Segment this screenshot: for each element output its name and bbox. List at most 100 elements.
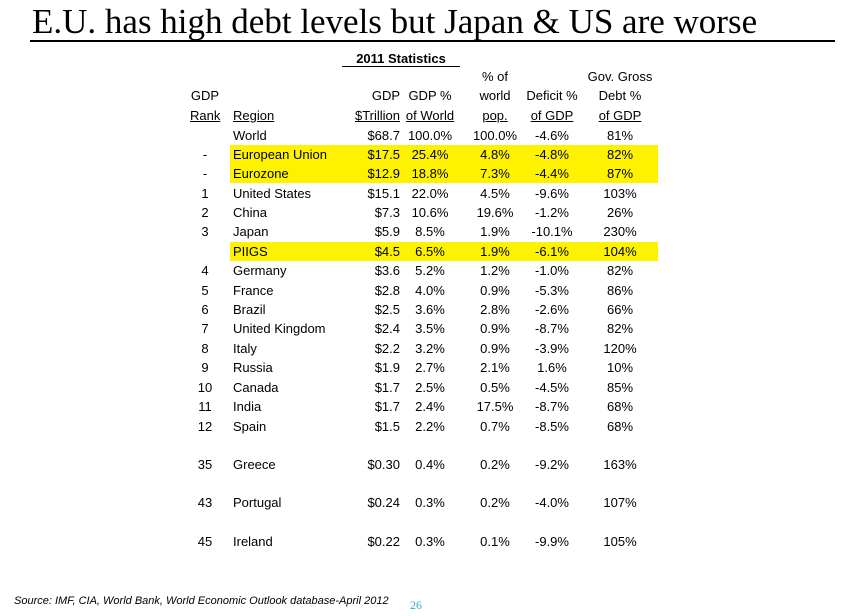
header-pct-world-1: GDP %	[408, 88, 452, 103]
cell-pct-world: 4.0%	[415, 283, 445, 298]
header-debt-3: of GDP	[598, 108, 642, 123]
cell-region: Canada	[233, 380, 279, 395]
cell-gdp: $1.7	[374, 380, 400, 395]
cell-debt: 82%	[606, 147, 634, 162]
cell-rank: 35	[197, 457, 213, 472]
slide-title: E.U. has high debt levels but Japan & US…	[32, 2, 758, 41]
cell-debt: 82%	[606, 263, 634, 278]
title-underline	[30, 40, 835, 42]
header-rank-2: Rank	[190, 108, 221, 123]
cell-rank: -	[202, 147, 208, 162]
cell-region: Germany	[233, 263, 287, 278]
cell-region: France	[233, 283, 274, 298]
cell-gdp: $2.2	[374, 341, 400, 356]
cell-gdp: $5.9	[374, 224, 400, 239]
cell-pop: 2.1%	[480, 360, 510, 375]
cell-deficit: -2.6%	[535, 302, 569, 317]
cell-region: Italy	[233, 341, 257, 356]
cell-pop: 0.2%	[480, 457, 510, 472]
cell-pct-world: 0.4%	[415, 457, 445, 472]
cell-region: Ireland	[233, 534, 273, 549]
cell-rank: 45	[197, 534, 213, 549]
cell-deficit: -4.8%	[535, 147, 569, 162]
cell-rank: 6	[201, 302, 209, 317]
cell-pct-world: 5.2%	[415, 263, 445, 278]
cell-pct-world: 6.5%	[415, 244, 445, 259]
header-gdp-1: GDP	[371, 88, 400, 103]
cell-gdp: $17.5	[367, 147, 400, 162]
cell-gdp: $12.9	[367, 166, 400, 181]
header-pop-3: pop.	[482, 108, 508, 123]
cell-region: Eurozone	[233, 166, 289, 181]
cell-pct-world: 0.3%	[415, 495, 445, 510]
cell-debt: 87%	[606, 166, 634, 181]
cell-pop: 7.3%	[480, 166, 510, 181]
cell-deficit: -9.9%	[535, 534, 569, 549]
cell-region: India	[233, 399, 262, 414]
header-pop-1: % of	[481, 69, 508, 84]
cell-rank: 8	[201, 341, 209, 356]
cell-deficit: -5.3%	[535, 283, 569, 298]
cell-rank: 3	[201, 224, 209, 239]
cell-pct-world: 22.0%	[411, 186, 449, 201]
cell-debt: 104%	[603, 244, 637, 259]
cell-rank: 5	[201, 283, 209, 298]
cell-debt: 85%	[606, 380, 634, 395]
cell-gdp: $3.6	[374, 263, 400, 278]
cell-debt: 107%	[603, 495, 637, 510]
cell-deficit: -3.9%	[535, 341, 569, 356]
cell-pct-world: 10.6%	[411, 205, 449, 220]
header-rank-1: GDP	[190, 88, 220, 103]
cell-rank: 4	[201, 263, 209, 278]
cell-rank: 12	[197, 419, 213, 434]
cell-deficit: -1.2%	[535, 205, 569, 220]
page-number: 26	[410, 598, 422, 612]
cell-debt: 105%	[603, 534, 637, 549]
cell-region: Japan	[233, 224, 269, 239]
stats-header: 2011 Statistics	[356, 51, 446, 66]
cell-debt: 86%	[606, 283, 634, 298]
cell-rank: -	[202, 166, 208, 181]
cell-pop: 17.5%	[476, 399, 514, 414]
stats-header-underline	[342, 66, 460, 67]
cell-deficit: -8.7%	[535, 399, 569, 414]
cell-gdp: $2.8	[374, 283, 400, 298]
cell-pct-world: 2.7%	[415, 360, 445, 375]
cell-deficit: -4.4%	[535, 166, 569, 181]
row-highlight	[230, 242, 658, 261]
cell-deficit: -4.0%	[535, 495, 569, 510]
cell-rank: 43	[197, 495, 213, 510]
cell-gdp: $2.5	[374, 302, 400, 317]
cell-pop: 1.9%	[480, 224, 510, 239]
header-debt-1: Gov. Gross	[587, 69, 653, 84]
cell-gdp: $1.9	[374, 360, 400, 375]
cell-pop: 0.7%	[480, 419, 510, 434]
cell-pct-world: 2.5%	[415, 380, 445, 395]
cell-deficit: -4.5%	[535, 380, 569, 395]
cell-region: Spain	[233, 419, 267, 434]
cell-pop: 4.5%	[480, 186, 510, 201]
cell-gdp: $0.22	[367, 534, 400, 549]
cell-deficit: -1.0%	[535, 263, 569, 278]
cell-debt: 163%	[603, 457, 637, 472]
cell-pct-world: 2.4%	[415, 399, 445, 414]
cell-deficit: -8.7%	[535, 321, 569, 336]
cell-pop: 0.9%	[480, 341, 510, 356]
cell-pop: 0.9%	[480, 321, 510, 336]
cell-region: Greece	[233, 457, 276, 472]
cell-pop: 4.8%	[480, 147, 510, 162]
cell-pct-world: 3.6%	[415, 302, 445, 317]
cell-deficit: -10.1%	[531, 224, 573, 239]
header-region: Region	[233, 108, 275, 123]
cell-deficit: -9.6%	[535, 186, 569, 201]
cell-region: PIIGS	[233, 244, 268, 259]
cell-deficit: -9.2%	[535, 457, 569, 472]
cell-pop: 0.9%	[480, 283, 510, 298]
cell-debt: 66%	[606, 302, 634, 317]
cell-gdp: $7.3	[374, 205, 400, 220]
cell-pop: 0.2%	[480, 495, 510, 510]
header-deficit-2: of GDP	[530, 108, 574, 123]
cell-pop: 0.1%	[480, 534, 510, 549]
cell-debt: 230%	[603, 224, 637, 239]
cell-pop: 1.9%	[480, 244, 510, 259]
